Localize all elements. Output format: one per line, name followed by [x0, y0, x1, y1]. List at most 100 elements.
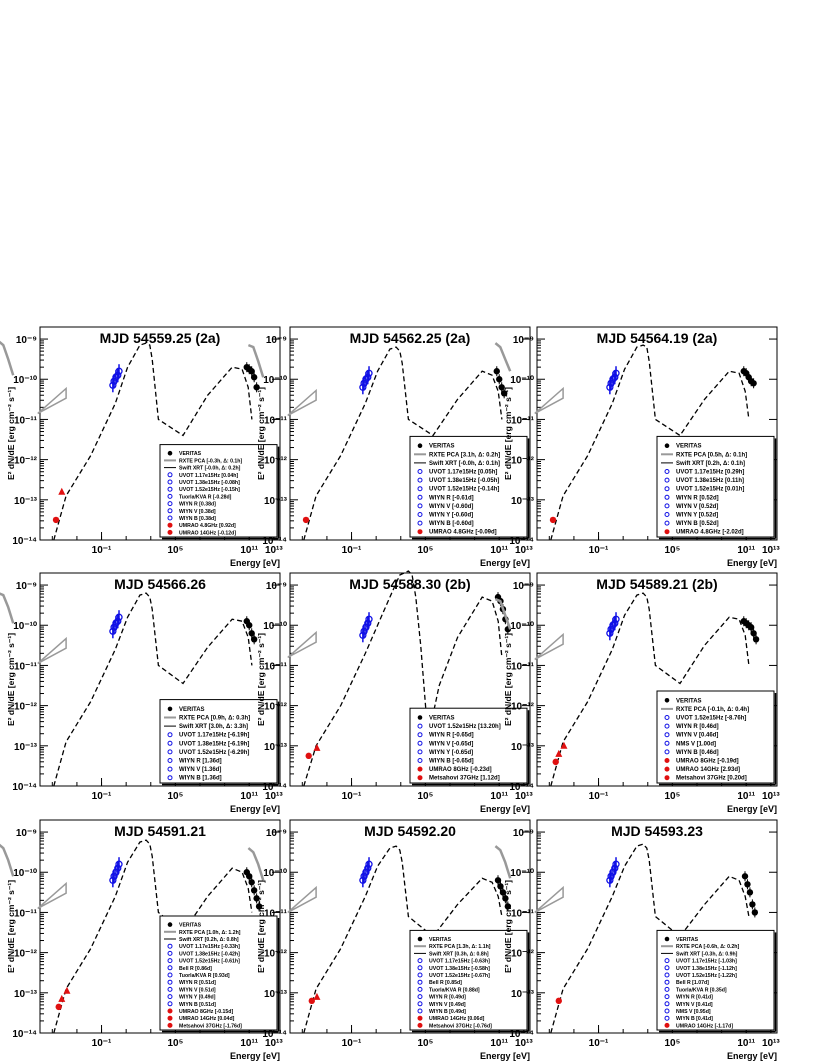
veritas-point	[497, 883, 504, 890]
legend-entry: RXTE PCA [3.1h, Δ: 0.2h]	[429, 452, 500, 458]
y-axis-label: E² dN/dE [erg cm⁻² s⁻¹]	[6, 387, 16, 480]
optical-marker	[611, 864, 619, 872]
x-axis-label: Energy [eV]	[480, 1051, 530, 1061]
legend-entry: WIYN R [0.52d]	[676, 495, 719, 501]
legend-entry: WIYN B [0.49d]	[429, 1009, 466, 1015]
y-tick-label: 10⁻¹⁰	[263, 868, 287, 879]
legend-marker	[664, 740, 670, 746]
optical-marker	[112, 868, 120, 876]
x-tick-label: 10¹¹	[490, 545, 508, 556]
radio-point	[52, 516, 60, 524]
legend-entry: NMS V [1.00d]	[676, 741, 716, 747]
gamma-ray-band	[534, 885, 564, 914]
y-tick-label: 10⁻⁹	[16, 335, 37, 346]
veritas-point	[253, 895, 260, 902]
y-tick-label: 10⁻¹³	[264, 989, 288, 1000]
veritas-point	[246, 873, 253, 880]
y-tick-label: 10⁻¹³	[511, 989, 535, 1000]
x-tick-label: 10⁵	[664, 791, 680, 802]
legend-entry: Tuorla/KVA R [0.35d]	[676, 987, 727, 993]
x-tick-label: 10⁻¹	[342, 1038, 362, 1049]
legend-box	[159, 699, 278, 784]
legend-marker	[664, 758, 670, 763]
optical-marker	[114, 371, 122, 379]
x-tick-label: 10¹³	[265, 791, 283, 802]
legend-marker	[664, 732, 670, 738]
legend-box	[159, 915, 278, 1031]
x-tick-label: 10⁻¹	[589, 1038, 609, 1049]
legend-entry: UVOT 1.17e15Hz [-0.63h]	[429, 959, 490, 965]
legend-marker	[417, 529, 423, 535]
legend-entry: Metsahovi 37GHz [-0.76d]	[429, 1023, 492, 1029]
y-tick-label: 10⁻¹³	[14, 496, 38, 507]
sed-panel-2: 10⁻¹⁴ 10⁻¹³ 10⁻¹² 10⁻¹¹ 10⁻¹⁰ 10⁻⁹ 10⁻¹ 10⁵ 10¹¹…	[247, 326, 533, 568]
xray-spectrum	[494, 845, 512, 879]
veritas-point	[750, 380, 757, 387]
xray-spectrum	[0, 592, 15, 624]
x-tick-label: 10¹³	[762, 545, 780, 556]
legend: VERITAS RXTE PCA [-0.1h, Δ: 0.4h] UVOT 1.5…	[656, 690, 777, 786]
y-tick-label: 10⁻¹⁴	[509, 536, 534, 547]
x-tick-label: 10⁻¹	[92, 791, 112, 802]
legend-marker	[167, 1022, 173, 1028]
radio-point	[313, 992, 321, 1000]
legend-box	[656, 435, 775, 538]
legend-box	[159, 444, 278, 538]
optical-marker	[606, 383, 614, 391]
y-tick-label: 10⁻¹³	[264, 496, 288, 507]
legend-marker	[417, 749, 423, 755]
legend-entry: Bell R [0.85d]	[429, 980, 462, 986]
legend-marker	[664, 766, 670, 772]
optical-marker	[359, 383, 367, 391]
optical-marker	[611, 619, 619, 627]
radio-point	[305, 752, 312, 760]
legend-entry: VERITAS	[676, 937, 699, 943]
legend-entry: WIYN R [0.49d]	[429, 995, 466, 1001]
model-curve	[303, 346, 503, 541]
y-axis-label: E² dN/dE [erg cm⁻² s⁻¹]	[503, 880, 513, 973]
legend-entry: UVOT 1.38e15Hz [-6.19h]	[179, 741, 249, 747]
y-axis-label: E² dN/dE [erg cm⁻² s⁻¹]	[503, 633, 513, 726]
legend-entry: WIYN R [1.36d]	[179, 759, 222, 765]
legend-box	[409, 929, 528, 1031]
sed-panel-1: 10⁻¹⁴ 10⁻¹³ 10⁻¹² 10⁻¹¹ 10⁻¹⁰ 10⁻⁹ 10⁻¹ 10⁵ 10¹¹…	[0, 326, 283, 568]
veritas-point	[250, 374, 258, 381]
veritas-point	[746, 889, 754, 896]
legend-marker	[417, 486, 423, 492]
model-curve	[303, 845, 503, 1034]
y-tick-label: 10⁻⁹	[266, 581, 287, 592]
legend-marker	[167, 943, 173, 949]
legend-marker	[664, 529, 670, 535]
legend: VERITAS UVOT 1.52e15Hz [13.20h] WIYN R [-0…	[409, 707, 530, 786]
legend-entry: UMRAO 14GHz [-1.17d]	[676, 1023, 733, 1029]
y-tick-label: 10⁻¹⁴	[262, 536, 287, 547]
optical-marker	[612, 615, 620, 623]
gamma-ray-band	[287, 885, 317, 914]
legend-marker	[417, 972, 423, 978]
x-tick-label: 10¹¹	[240, 791, 258, 802]
legend-entry: UMRAO 8GHz [-0.15d]	[179, 1009, 233, 1015]
x-tick-label: 10⁻¹	[342, 545, 362, 556]
x-tick-label: 10⁵	[417, 1038, 433, 1049]
legend-entry: VERITAS	[429, 444, 455, 450]
radio-point	[308, 997, 315, 1005]
legend-entry: RXTE PCA [1.3h, Δ: 1.1h]	[429, 944, 491, 950]
y-axis-label: E² dN/dE [erg cm⁻² s⁻¹]	[503, 387, 513, 480]
legend-entry: UVOT 1.52e15Hz [-1.22h]	[676, 973, 737, 979]
legend-entry: UVOT 1.38e15Hz [-0.08h]	[179, 480, 240, 486]
legend-marker	[417, 520, 423, 526]
panel-title: MJD 54589.21 (2b)	[596, 576, 717, 592]
legend-marker	[664, 958, 670, 964]
optical-marker	[360, 872, 368, 880]
legend-marker	[664, 494, 670, 500]
x-tick-label: 10⁵	[664, 1038, 680, 1049]
optical-marker	[359, 631, 367, 639]
legend-entry: RXTE PCA [1.0h, Δ: 1.2h]	[179, 930, 241, 936]
legend-entry: WIYN B [-0.65d]	[429, 759, 474, 765]
legend-marker	[167, 979, 173, 985]
legend-marker	[167, 486, 173, 492]
panel-title: MJD 54564.19 (2a)	[597, 330, 718, 346]
y-tick-label: 10⁻¹¹	[14, 908, 38, 919]
legend-marker	[417, 477, 423, 483]
